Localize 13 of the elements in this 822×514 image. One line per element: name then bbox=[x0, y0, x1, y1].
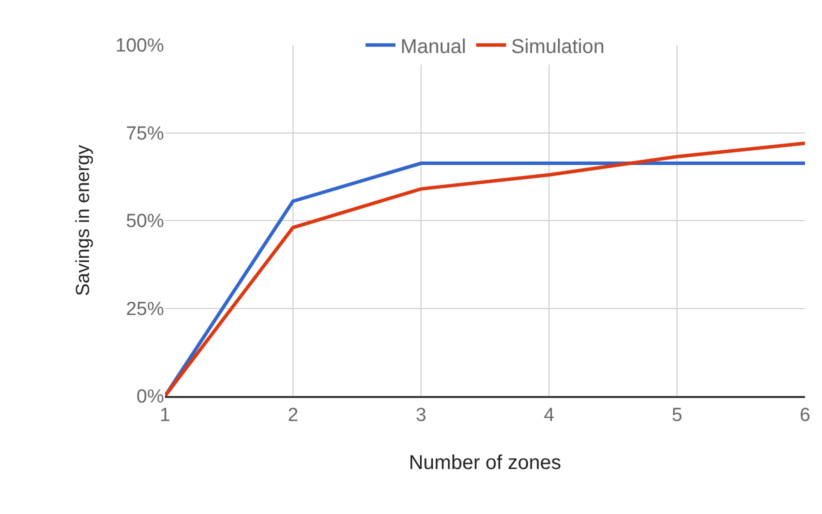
y-axis-title: Savings in energy bbox=[73, 144, 94, 296]
x-tick-label: 4 bbox=[544, 404, 555, 426]
x-tick-label: 2 bbox=[288, 404, 298, 426]
y-tick-label: 75% bbox=[126, 123, 164, 144]
x-tick-label: 3 bbox=[416, 404, 426, 426]
x-tick-label: 5 bbox=[672, 404, 682, 426]
y-tick-label: 25% bbox=[126, 298, 164, 320]
x-tick-label: 6 bbox=[800, 404, 810, 426]
y-tick-label: 50% bbox=[126, 211, 164, 232]
y-tick-label: 100% bbox=[115, 36, 164, 57]
x-axis-title: Number of zones bbox=[408, 452, 562, 474]
legend-label: Manual bbox=[400, 36, 466, 58]
legend-label: Simulation bbox=[511, 36, 604, 58]
